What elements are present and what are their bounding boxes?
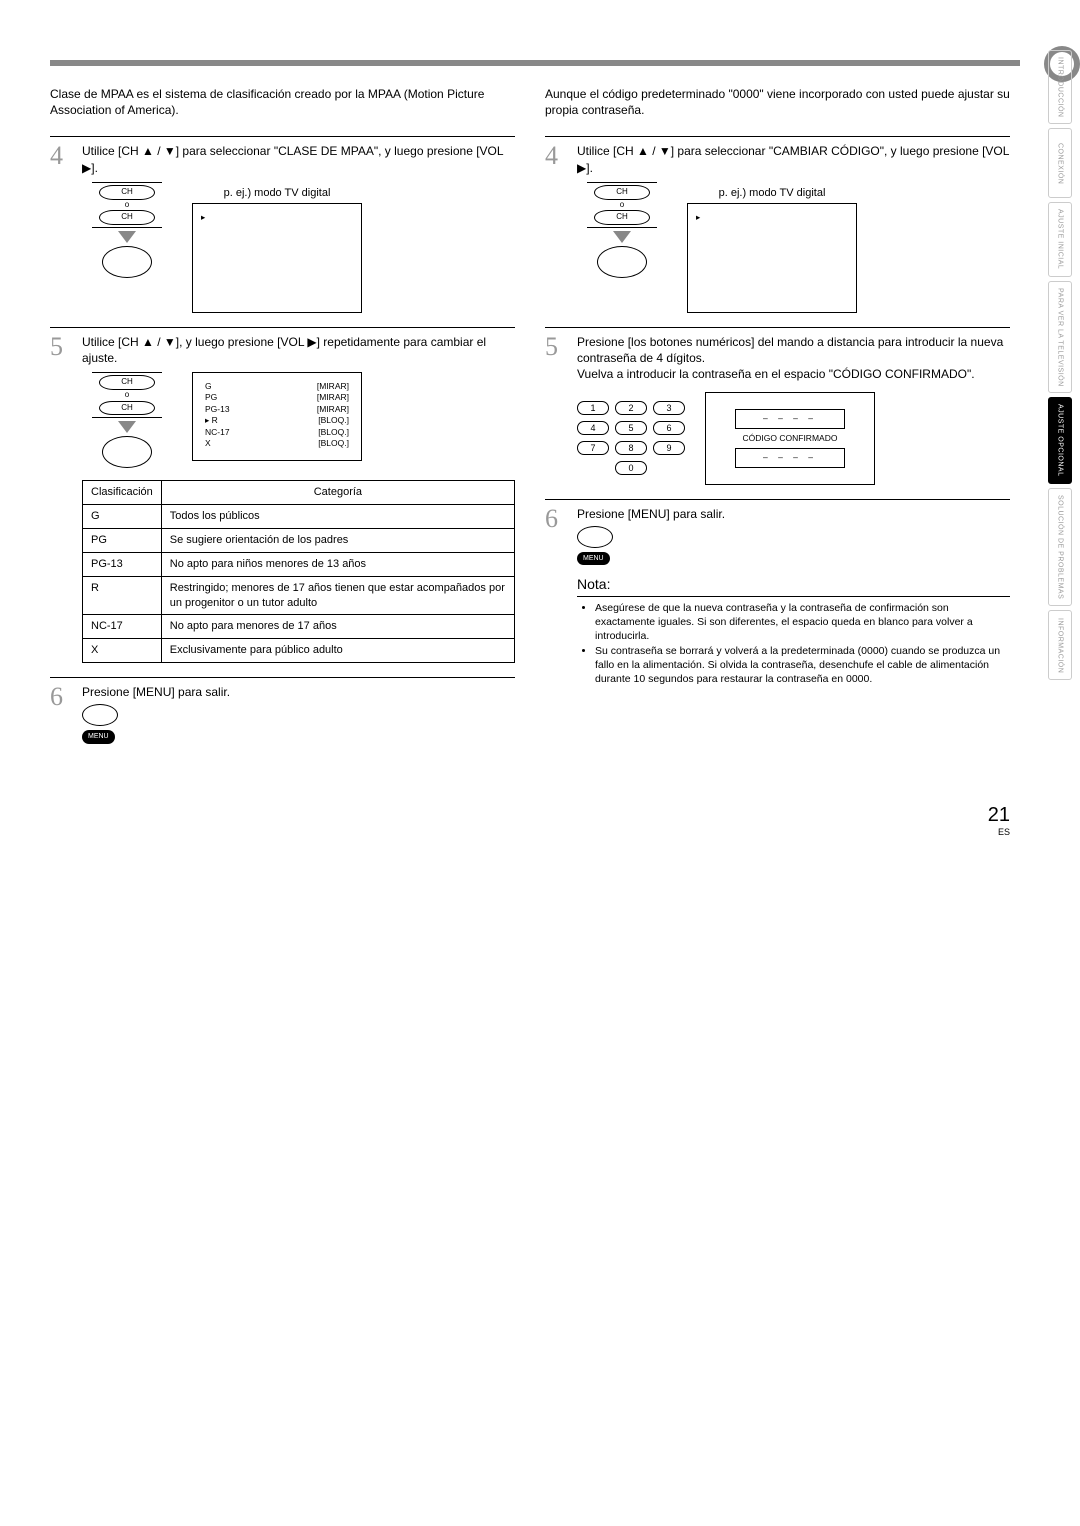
right-step4-text: Utilice [CH ▲ / ▼] para seleccionar "CAM… [577,143,1010,175]
ch-down-label: CH [99,401,155,416]
ch-or-label: o [92,200,162,211]
left-step-6: 6 Presione [MENU] para salir. MENU [50,677,515,744]
left-step-5: 5 Utilice [CH ▲ / ▼], y luego presione [… [50,327,515,664]
side-tab-conexion[interactable]: CONEXIÓN [1048,128,1072,198]
left-step6-text: Presione [MENU] para salir. [82,684,515,700]
down-arrow-icon [613,231,631,243]
key-0[interactable]: 0 [615,461,647,475]
table-header-rating: Clasificación [83,481,162,505]
left-step5-text: Utilice [CH ▲ / ▼], y luego presione [VO… [82,334,515,366]
right-step-6: 6 Presione [MENU] para salir. MENU Nota:… [545,499,1010,687]
key-9[interactable]: 9 [653,441,685,455]
side-tab-intro[interactable]: INTRODUCCIÓN [1048,50,1072,124]
right-intro: Aunque el código predeterminado "0000" v… [545,86,1010,118]
ch-up-label: CH [99,185,155,200]
code-entry-bottom: – – – – [735,448,845,467]
right-step-4: 4 Utilice [CH ▲ / ▼] para seleccionar "C… [545,136,1010,312]
step-number: 4 [545,143,567,312]
table-row: PG-13No apto para niños menores de 13 añ… [83,552,515,576]
step-number: 4 [50,143,72,312]
page-number: 21 [50,804,1080,827]
right-step5b-text: Vuelva a introducir la contraseña en el … [577,366,1010,382]
key-8[interactable]: 8 [615,441,647,455]
code-entry-top: – – – – [735,409,845,428]
left-step4-text: Utilice [CH ▲ / ▼] para seleccionar "CLA… [82,143,515,175]
ratings-table: Clasificación Categoría GTodos los públi… [82,480,515,663]
remote-ch-diagram: CH o CH [577,182,667,280]
ch-or-label: o [587,200,657,211]
vol-button-icon [597,246,647,278]
note-list: Asegúrese de que la nueva contraseña y l… [577,601,1010,686]
vol-button-icon [102,436,152,468]
menu-button-outline [577,526,613,548]
rating-list-row: G[MIRAR] [201,381,353,392]
vol-button-icon [102,246,152,278]
rating-list-row: PG-13[MIRAR] [201,404,353,415]
header-rule [50,60,1020,66]
key-6[interactable]: 6 [653,421,685,435]
table-row: XExclusivamente para público adulto [83,639,515,663]
key-5[interactable]: 5 [615,421,647,435]
right-step-5: 5 Presione [los botones numéricos] del m… [545,327,1010,485]
step-number: 5 [545,334,567,485]
remote-ch-diagram: CH o CH [82,182,172,280]
rating-list-row: ▸ R[BLOQ.] [201,415,353,426]
menu-button-label: MENU [577,552,610,565]
note-item: Su contraseña se borrará y volverá a la … [595,644,1010,687]
side-tab-ajuste-inicial[interactable]: AJUSTE INICIAL [1048,202,1072,276]
remote-ch-diagram: CH o CH [82,372,172,470]
step-number: 6 [545,506,567,687]
right-step6-text: Presione [MENU] para salir. [577,506,1010,522]
page-language-code: ES [50,827,1080,837]
side-tab-informacion[interactable]: INFORMACIÓN [1048,610,1072,680]
ch-or-label: o [92,390,162,401]
menu-button-label: MENU [82,730,115,743]
right-eg-caption: p. ej.) modo TV digital [687,186,857,201]
step-number: 6 [50,684,72,744]
right-column: Aunque el código predeterminado "0000" v… [545,86,1010,744]
left-step-4: 4 Utilice [CH ▲ / ▼] para seleccionar "C… [50,136,515,312]
side-tab-ajuste-opcional[interactable]: AJUSTE OPCIONAL [1048,397,1072,483]
ch-up-label: CH [99,375,155,390]
ch-down-label: CH [594,210,650,225]
side-tabs: INTRODUCCIÓN CONEXIÓN AJUSTE INICIAL PAR… [1048,50,1072,680]
code-confirm-label: CÓDIGO CONFIRMADO [714,433,866,444]
numeric-keypad: 1 2 3 4 5 6 7 8 9 0 [577,401,685,475]
table-header-category: Categoría [161,481,514,505]
table-row: GTodos los públicos [83,505,515,529]
ratings-screen: G[MIRAR]PG[MIRAR]PG-13[MIRAR]▸ R[BLOQ.]N… [192,372,362,461]
step-number: 5 [50,334,72,664]
key-3[interactable]: 3 [653,401,685,415]
right-step5a-text: Presione [los botones numéricos] del man… [577,334,1010,366]
tv-screen-preview: ▸ [192,203,362,313]
side-tab-solucion[interactable]: SOLUCIÓN DE PROBLEMAS [1048,488,1072,606]
rating-list-row: X[BLOQ.] [201,438,353,449]
note-heading: Nota: [577,575,1010,597]
down-arrow-icon [118,231,136,243]
ch-up-label: CH [594,185,650,200]
side-tab-ver-tv[interactable]: PARA VER LA TELEVISIÓN [1048,281,1072,394]
tv-screen-preview: ▸ [687,203,857,313]
menu-button-outline [82,704,118,726]
left-intro: Clase de MPAA es el sistema de clasifica… [50,86,515,118]
pointer-icon: ▸ [201,212,205,222]
key-2[interactable]: 2 [615,401,647,415]
note-item: Asegúrese de que la nueva contraseña y l… [595,601,1010,644]
left-eg-caption: p. ej.) modo TV digital [192,186,362,201]
table-row: PGSe sugiere orientación de los padres [83,529,515,553]
ch-down-label: CH [99,210,155,225]
table-row: RRestringido; menores de 17 años tienen … [83,576,515,615]
rating-list-row: NC-17[BLOQ.] [201,427,353,438]
key-4[interactable]: 4 [577,421,609,435]
left-column: Clase de MPAA es el sistema de clasifica… [50,86,515,744]
key-1[interactable]: 1 [577,401,609,415]
rating-list-row: PG[MIRAR] [201,392,353,403]
pointer-icon: ▸ [696,212,700,222]
table-row: NC-17No apto para menores de 17 años [83,615,515,639]
key-7[interactable]: 7 [577,441,609,455]
down-arrow-icon [118,421,136,433]
code-confirm-screen: – – – – CÓDIGO CONFIRMADO – – – – [705,392,875,484]
